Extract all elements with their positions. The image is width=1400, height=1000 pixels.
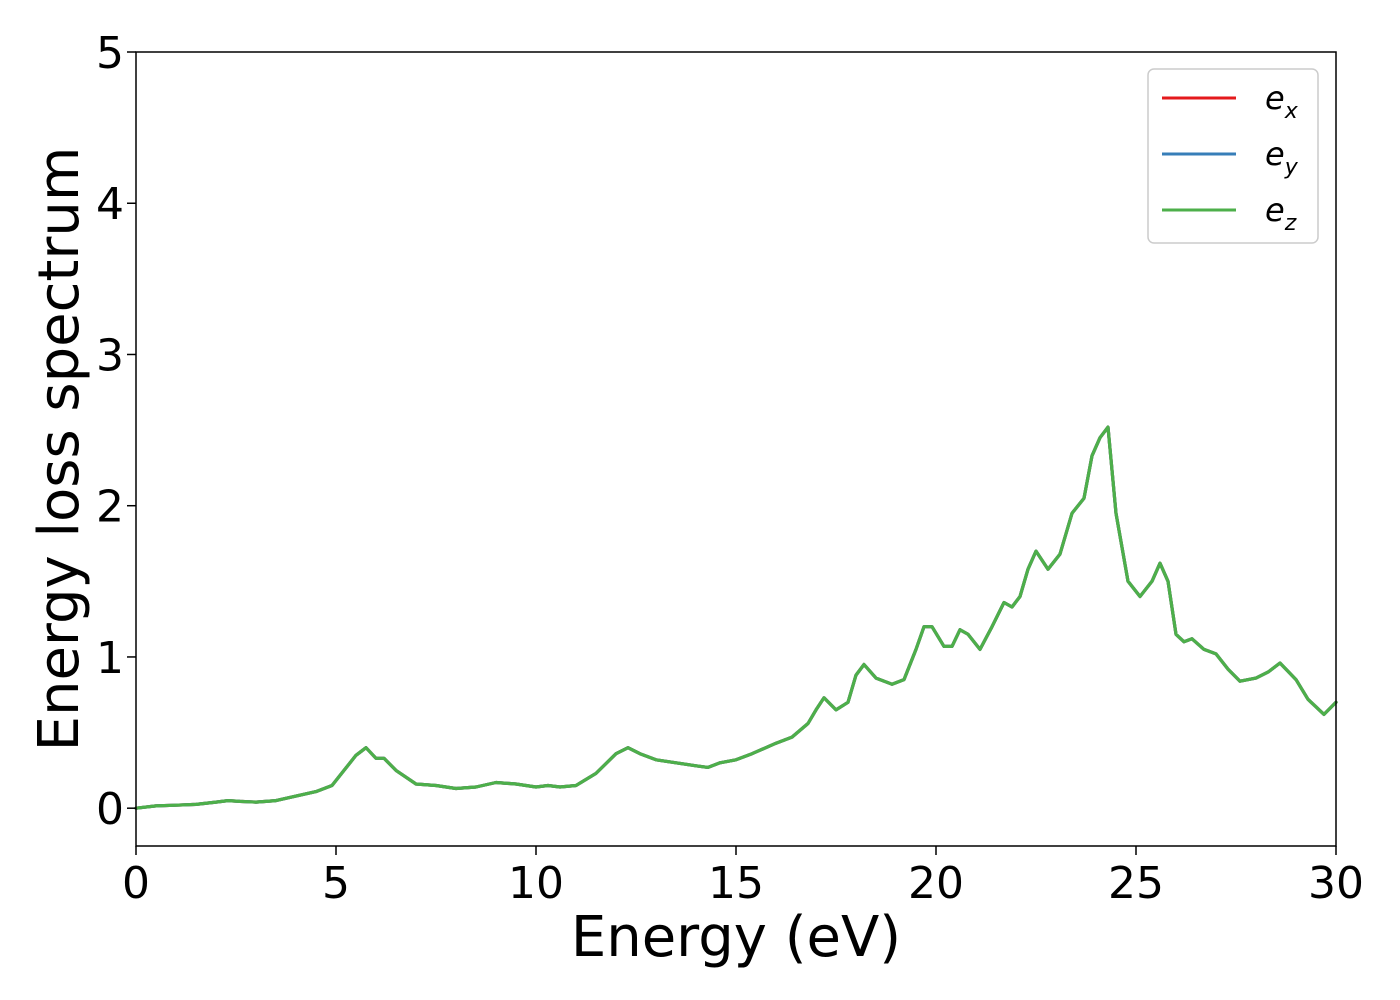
legend-label-base: e — [1265, 135, 1285, 173]
legend-box — [1147, 68, 1319, 244]
legend-label-y: ey — [1265, 135, 1299, 180]
legend-label-subscript: z — [1284, 211, 1297, 236]
legend-label-subscript: x — [1284, 99, 1299, 124]
x-tick-label: 0 — [122, 858, 150, 909]
x-axis-title: Energy (eV) — [571, 905, 901, 970]
x-tick-label: 30 — [1308, 858, 1364, 909]
legend-label-base: e — [1265, 79, 1285, 117]
x-tick-label: 25 — [1108, 858, 1164, 909]
series-line-z — [134, 425, 1338, 810]
y-tick-label: 0 — [96, 784, 124, 835]
legend-label-base: e — [1265, 191, 1285, 229]
ticks-layer: 0 5 10 15 20 25 30 0 1 2 3 4 5 — [96, 28, 1364, 909]
x-tick-label: 10 — [508, 858, 564, 909]
y-tick-label: 1 — [96, 633, 124, 684]
legend-label-subscript: y — [1284, 155, 1299, 180]
y-axis-title: Energy loss spectrum — [27, 147, 92, 752]
y-tick-label: 5 — [96, 28, 124, 79]
x-tick-label: 15 — [708, 858, 764, 909]
x-tick-label: 5 — [322, 858, 350, 909]
y-tick-label: 4 — [96, 179, 124, 230]
y-tick-label: 2 — [96, 482, 124, 533]
y-tick-label: 3 — [96, 330, 124, 381]
legend-label-z: ez — [1265, 191, 1297, 236]
x-tick-label: 20 — [908, 858, 964, 909]
series-layer — [134, 425, 1338, 810]
legend-label-x: ex — [1265, 79, 1299, 124]
